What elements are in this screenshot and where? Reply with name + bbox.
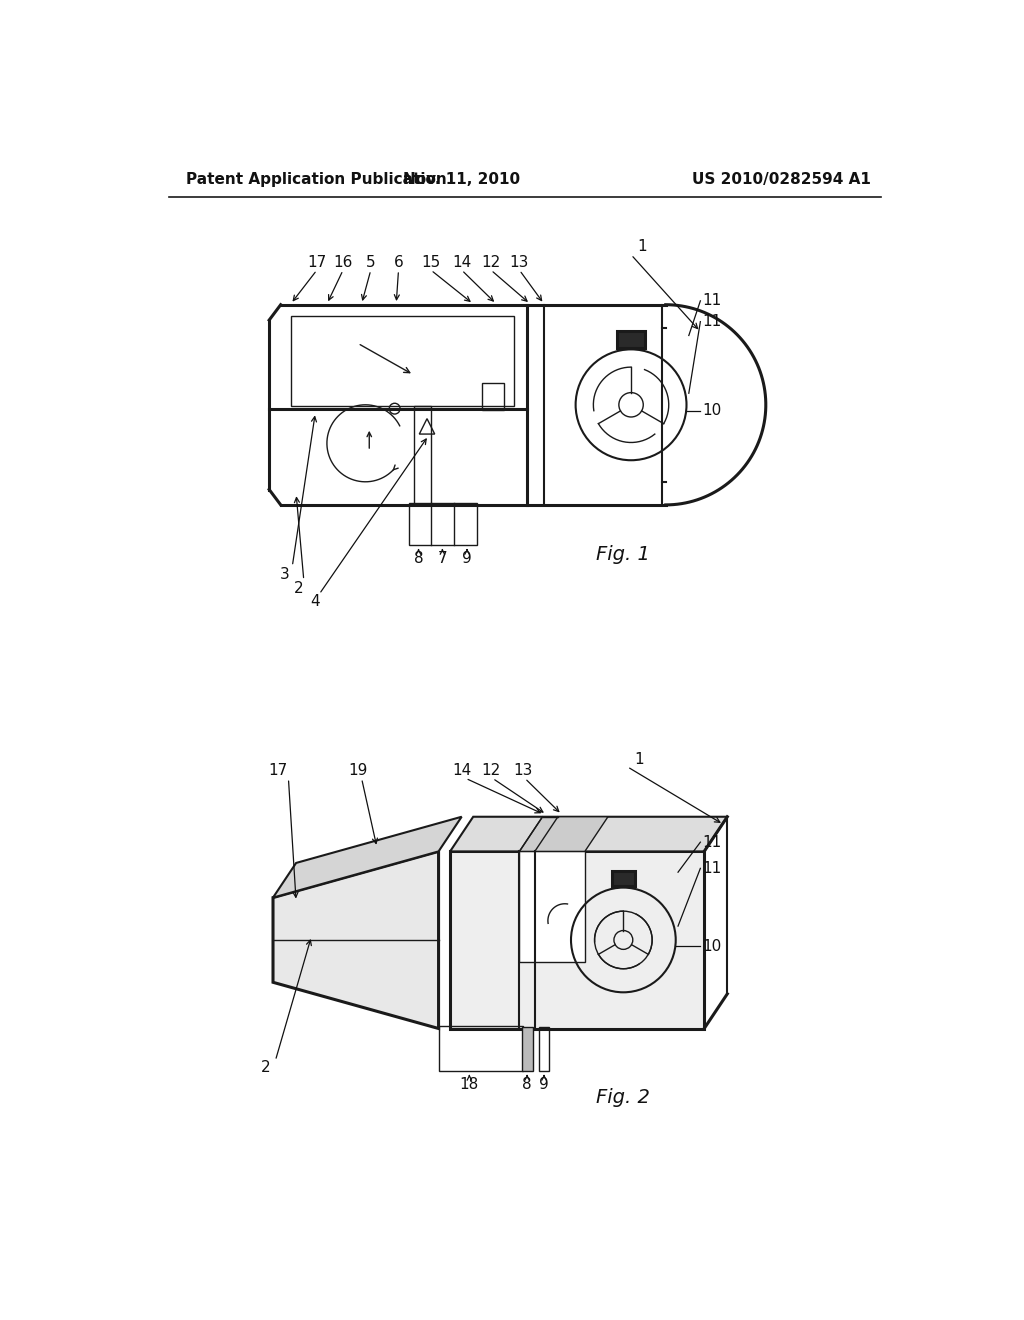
Text: 7: 7	[437, 552, 447, 566]
Text: US 2010/0282594 A1: US 2010/0282594 A1	[692, 173, 870, 187]
Bar	[519, 851, 585, 962]
Polygon shape	[519, 817, 608, 851]
Text: Patent Application Publication: Patent Application Publication	[186, 173, 446, 187]
Text: 19: 19	[348, 763, 368, 777]
Text: 18: 18	[460, 1077, 479, 1092]
Text: 13: 13	[510, 255, 529, 269]
Bar	[291, 317, 514, 407]
Text: 8: 8	[414, 552, 423, 566]
Text: 3: 3	[280, 566, 290, 582]
Text: 1: 1	[638, 239, 647, 255]
Text: 9: 9	[540, 1077, 549, 1092]
Text: 10: 10	[701, 939, 721, 953]
Bar	[438, 1026, 523, 1071]
Text: 15: 15	[421, 255, 440, 269]
Text: 14: 14	[452, 763, 471, 777]
Text: 8: 8	[522, 1077, 531, 1092]
Text: 11: 11	[701, 834, 721, 850]
Bar	[521, 1027, 532, 1071]
Text: 12: 12	[481, 763, 501, 777]
Text: Fig. 1: Fig. 1	[596, 545, 650, 565]
Bar	[414, 407, 431, 506]
Text: 16: 16	[334, 255, 352, 269]
Bar	[611, 871, 635, 886]
Polygon shape	[273, 851, 438, 1028]
Polygon shape	[451, 817, 727, 851]
Bar	[451, 851, 705, 1028]
Text: 11: 11	[701, 861, 721, 876]
Text: 5: 5	[366, 255, 376, 269]
Text: 11: 11	[701, 293, 721, 309]
Text: 4: 4	[310, 594, 321, 610]
Text: 17: 17	[268, 763, 288, 777]
Bar	[539, 1027, 550, 1071]
Text: 10: 10	[701, 404, 721, 418]
Text: 17: 17	[307, 255, 327, 269]
Text: 2: 2	[294, 581, 303, 595]
Bar	[482, 383, 504, 411]
Text: 13: 13	[514, 763, 532, 777]
Text: 12: 12	[481, 255, 501, 269]
Text: 14: 14	[452, 255, 471, 269]
Text: Nov. 11, 2010: Nov. 11, 2010	[403, 173, 520, 187]
Text: 11: 11	[701, 314, 721, 329]
Text: 1: 1	[634, 751, 643, 767]
Polygon shape	[273, 817, 462, 898]
Text: 6: 6	[393, 255, 403, 269]
Bar	[410, 503, 477, 545]
Bar	[617, 331, 645, 348]
Text: 2: 2	[260, 1060, 270, 1074]
Text: 9: 9	[462, 552, 472, 566]
Text: Fig. 2: Fig. 2	[596, 1088, 650, 1107]
